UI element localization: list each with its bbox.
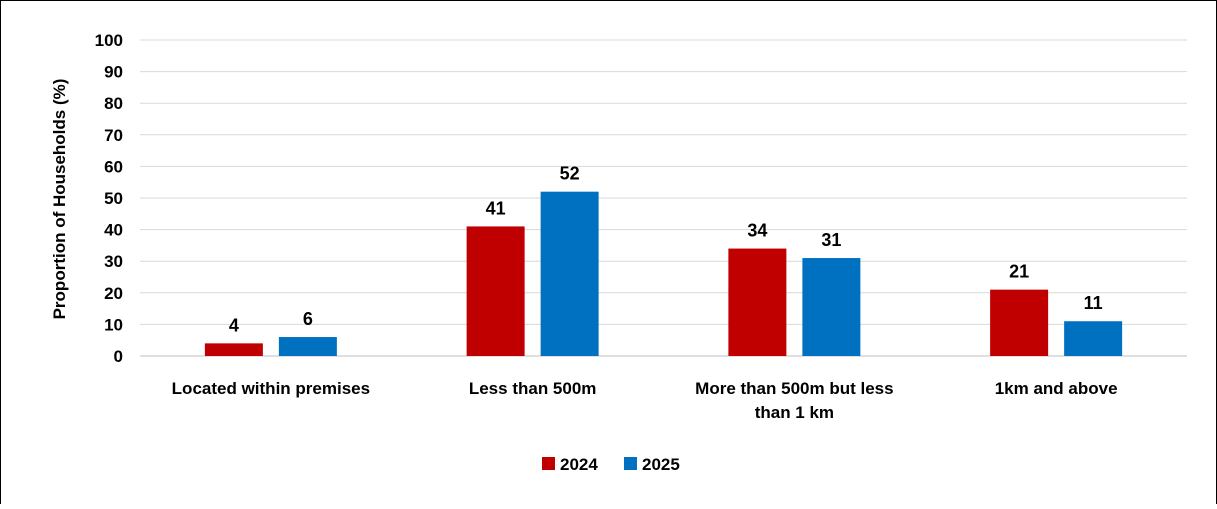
y-tick-label: 0 [114, 347, 123, 366]
legend-label: 2025 [642, 455, 680, 474]
x-category-label: Less than 500m [469, 379, 597, 398]
bar-2025-0 [278, 337, 337, 356]
y-tick-label: 30 [104, 252, 123, 271]
y-tick-label: 60 [104, 157, 123, 176]
y-tick-label: 10 [104, 315, 123, 334]
bar-2024-1 [466, 226, 525, 356]
data-label: 11 [1084, 293, 1103, 313]
bar-2024-2 [728, 248, 787, 356]
y-axis-title: Proportion of Households (%) [50, 79, 69, 320]
legend-label: 2024 [560, 455, 598, 474]
y-tick-label: 40 [104, 221, 123, 240]
bar-2025-3 [1064, 321, 1123, 356]
y-tick-label: 70 [104, 126, 123, 145]
data-label: 4 [229, 315, 239, 335]
x-axis-labels: Located within premises Less than 500m Mor… [172, 379, 1118, 422]
bars [204, 191, 1123, 356]
data-label: 31 [821, 230, 841, 250]
bar-2025-2 [802, 258, 861, 356]
y-tick-label: 20 [104, 284, 123, 303]
y-axis-ticks: 0 10 20 30 40 50 60 70 80 90 100 [95, 31, 123, 366]
data-label: 6 [303, 309, 313, 329]
data-label: 21 [1009, 262, 1029, 282]
x-category-label: More than 500m but less [695, 379, 893, 398]
x-category-label: Located within premises [172, 379, 370, 398]
bar-2024-3 [990, 289, 1049, 356]
bar-2024-0 [204, 343, 263, 356]
y-tick-label: 80 [104, 94, 123, 113]
x-category-label: than 1 km [755, 403, 834, 422]
gridlines [140, 39, 1187, 357]
data-labels: 4 6 41 52 34 31 21 11 [229, 164, 1103, 336]
legend-swatch-2024 [542, 457, 555, 470]
x-category-label: 1km and above [995, 379, 1118, 398]
data-label: 41 [486, 198, 506, 218]
y-tick-label: 100 [95, 31, 123, 50]
y-tick-label: 50 [104, 189, 123, 208]
legend: 2024 2025 [542, 455, 680, 474]
data-label: 34 [747, 221, 767, 241]
bar-2025-1 [540, 191, 599, 356]
data-label: 52 [560, 164, 580, 184]
legend-swatch-2025 [624, 457, 637, 470]
y-tick-label: 90 [104, 63, 123, 82]
